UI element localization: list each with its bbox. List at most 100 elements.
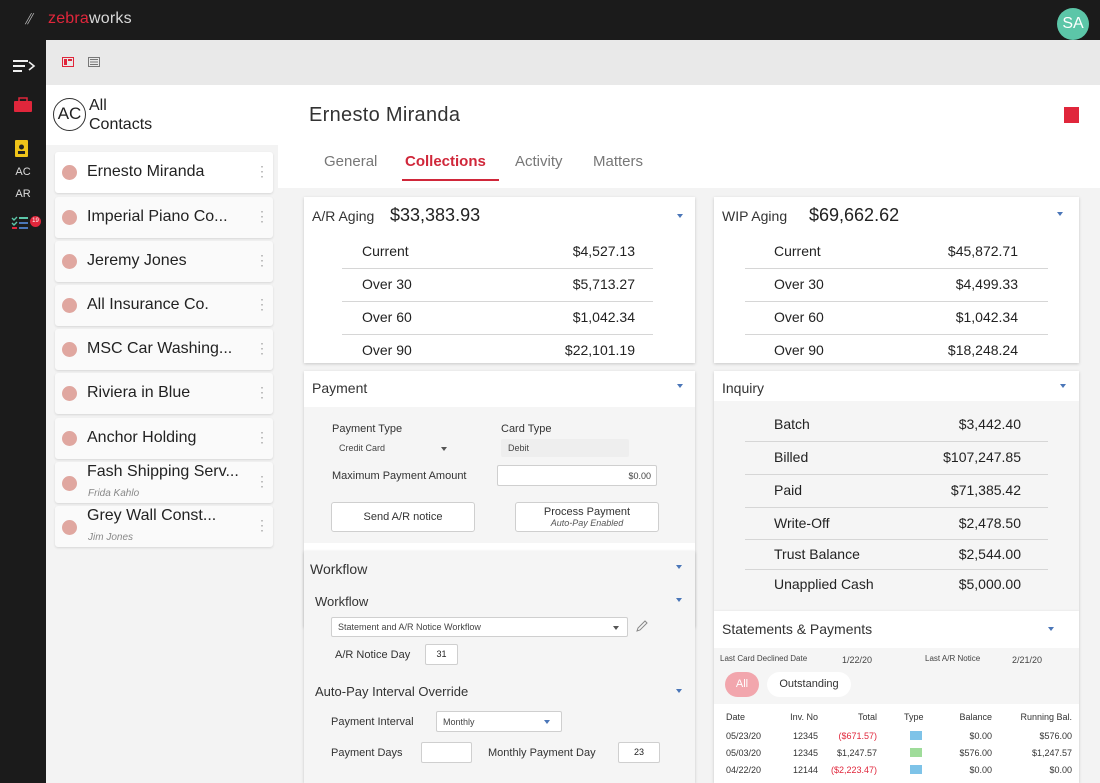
row-balance: $0.00 — [969, 731, 992, 741]
contact-item[interactable]: Imperial Piano Co... ⋮ — [55, 197, 273, 238]
inquiry-row-label: Billed — [774, 449, 809, 465]
contact-item[interactable]: Anchor Holding ⋮ — [55, 418, 273, 459]
chevron-down-icon[interactable] — [676, 565, 682, 569]
chevron-down-icon[interactable] — [677, 384, 683, 388]
rail-ar-link[interactable]: AR — [15, 188, 31, 200]
briefcase-icon[interactable] — [0, 97, 46, 113]
row-balance: $576.00 — [959, 748, 992, 758]
divider — [745, 441, 1048, 442]
more-options-icon[interactable]: ⋮ — [255, 517, 269, 533]
row-total: $1,247.57 — [836, 748, 877, 758]
contact-card-icon[interactable] — [0, 139, 46, 159]
payment-type-icon — [910, 731, 922, 740]
process-payment-button[interactable]: Process Payment Auto-Pay Enabled — [515, 502, 659, 532]
row-date: 05/23/20 — [726, 731, 762, 741]
column-header: Balance — [959, 712, 992, 722]
monthly-day-input[interactable]: 23 — [618, 742, 660, 763]
contact-name: Grey Wall Const... — [87, 507, 217, 524]
tab-general[interactable]: General — [324, 153, 378, 170]
notice-day-label: A/R Notice Day — [335, 649, 411, 661]
contact-item[interactable]: MSC Car Washing... ⋮ — [55, 329, 273, 370]
send-ar-notice-button[interactable]: Send A/R notice — [331, 502, 475, 532]
more-options-icon[interactable]: ⋮ — [255, 163, 269, 179]
contact-item[interactable]: Ernesto Miranda ⋮ — [55, 152, 273, 193]
contact-item[interactable]: Riviera in Blue ⋮ — [55, 373, 273, 414]
inquiry-card: Inquiry Batch $3,442.40 Billed $107,247.… — [714, 371, 1079, 611]
workflow-select-value: Statement and A/R Notice Workflow — [338, 622, 481, 632]
last-card-declined-label: Last Card Declined Date — [720, 654, 808, 663]
more-options-icon[interactable]: ⋮ — [255, 340, 269, 356]
inquiry-row-value: $5,000.00 — [958, 576, 1021, 592]
contact-name: MSC Car Washing... — [87, 340, 233, 357]
card-type-field[interactable]: Debit — [501, 439, 629, 457]
max-amount-input[interactable]: $0.00 — [497, 465, 657, 486]
more-options-icon[interactable]: ⋮ — [255, 473, 269, 489]
chevron-down-icon[interactable] — [676, 598, 682, 602]
more-options-icon[interactable]: ⋮ — [255, 296, 269, 312]
card-view-icon[interactable] — [62, 57, 74, 67]
aging-row-value: $22,101.19 — [564, 342, 635, 358]
aging-row-value: $4,527.13 — [572, 243, 635, 259]
payment-type-select[interactable]: Credit Card — [332, 439, 456, 457]
workflow-subtitle: Workflow — [315, 594, 369, 609]
contact-name: Riviera in Blue — [87, 384, 191, 401]
inquiry-row-value: $3,442.40 — [958, 416, 1021, 432]
all-contacts-line1: All — [89, 97, 107, 114]
chevron-down-icon[interactable] — [1057, 212, 1063, 216]
all-contacts-title: All Contacts — [89, 96, 152, 134]
row-invoice: 12345 — [792, 731, 818, 741]
payment-days-label: Payment Days — [331, 747, 403, 759]
all-contacts-header[interactable]: AC All Contacts — [46, 85, 278, 145]
contact-subtitle: Jim Jones — [88, 532, 134, 543]
rail-ac-link[interactable]: AC — [15, 166, 31, 178]
user-avatar[interactable]: SA — [1057, 8, 1089, 40]
inquiry-row-label: Trust Balance — [774, 546, 860, 562]
card-type-value: Debit — [508, 443, 530, 453]
autopay-title: Auto-Pay Interval Override — [315, 684, 469, 699]
list-view-icon[interactable] — [88, 57, 100, 67]
column-header: Date — [726, 712, 746, 722]
notification-badge: 19 — [30, 216, 41, 227]
row-date: 05/03/20 — [726, 748, 762, 758]
filter-all[interactable]: All — [725, 672, 759, 697]
edit-pencil-icon[interactable] — [635, 619, 649, 633]
filter-outstanding[interactable]: Outstanding — [767, 672, 851, 697]
contact-item[interactable]: Fash Shipping Serv... Frida Kahlo ⋮ — [55, 462, 273, 503]
payment-days-input[interactable] — [421, 742, 472, 763]
tab-matters[interactable]: Matters — [593, 153, 644, 170]
notice-day-input[interactable]: 31 — [425, 644, 458, 665]
workflow-select[interactable]: Statement and A/R Notice Workflow — [331, 617, 628, 637]
collapse-menu-icon[interactable] — [0, 58, 46, 74]
contact-item[interactable]: Jeremy Jones ⋮ — [55, 241, 273, 282]
brand-logo[interactable]: zebraworks — [48, 10, 132, 28]
contact-avatar-icon — [62, 431, 77, 446]
aging-row-label: Current — [774, 243, 821, 259]
payment-type-icon — [910, 765, 922, 774]
divider — [342, 334, 653, 335]
card-type-label: Card Type — [501, 423, 552, 435]
tab-collections[interactable]: Collections — [405, 153, 486, 170]
more-options-icon[interactable]: ⋮ — [255, 208, 269, 224]
ar-aging-total: $33,383.93 — [390, 205, 481, 225]
tab-activity[interactable]: Activity — [515, 153, 563, 170]
contact-name: Anchor Holding — [87, 429, 197, 446]
checklist-icon[interactable] — [0, 213, 46, 231]
flag-icon[interactable] — [1064, 107, 1079, 123]
brand-prefix: zebra — [48, 10, 90, 27]
more-options-icon[interactable]: ⋮ — [255, 384, 269, 400]
aging-row-label: Over 90 — [362, 342, 412, 358]
more-options-icon[interactable]: ⋮ — [255, 252, 269, 268]
contact-subtitle: Frida Kahlo — [88, 488, 140, 499]
chevron-down-icon — [613, 626, 619, 630]
aging-row-label: Over 60 — [774, 309, 824, 325]
more-options-icon[interactable]: ⋮ — [255, 429, 269, 445]
chevron-down-icon[interactable] — [676, 689, 682, 693]
payment-title: Payment — [312, 380, 368, 396]
chevron-down-icon[interactable] — [677, 214, 683, 218]
contact-item[interactable]: All Insurance Co. ⋮ — [55, 285, 273, 326]
payment-interval-select[interactable]: Monthly — [436, 711, 562, 732]
chevron-down-icon[interactable] — [1048, 627, 1054, 631]
chevron-down-icon[interactable] — [1060, 384, 1066, 388]
contact-item[interactable]: Grey Wall Const... Jim Jones ⋮ — [55, 506, 273, 547]
contact-name: Jeremy Jones — [87, 252, 187, 269]
